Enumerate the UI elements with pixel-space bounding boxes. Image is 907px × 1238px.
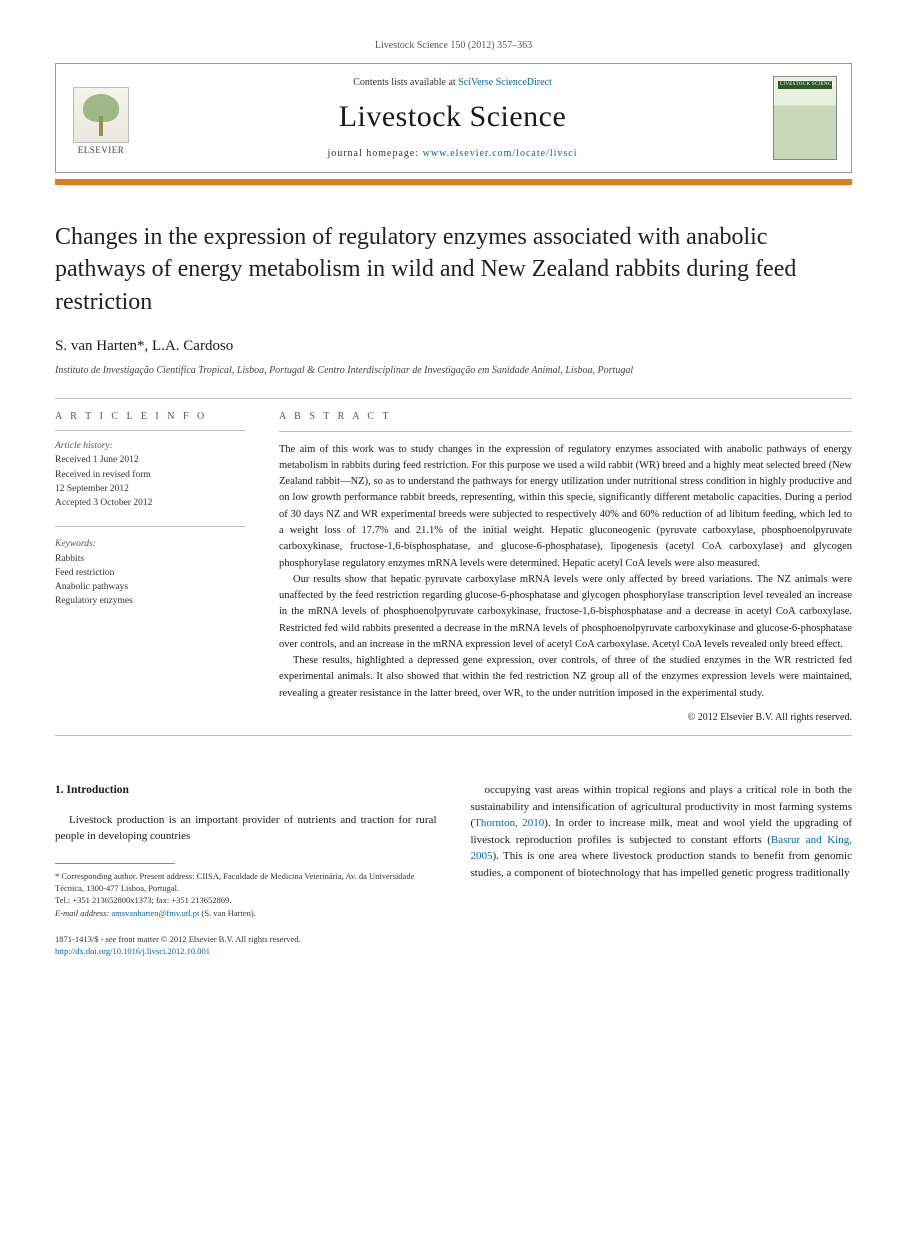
journal-homepage-line: journal homepage: www.elsevier.com/locat… — [146, 148, 759, 159]
article-title: Changes in the expression of regulatory … — [55, 221, 852, 318]
journal-header-box: ELSEVIER Contents lists available at Sci… — [55, 63, 852, 173]
section-heading-introduction: 1. Introduction — [55, 782, 437, 799]
article-info-heading: A R T I C L E I N F O — [55, 409, 245, 431]
intro-paragraph: occupying vast areas within tropical reg… — [471, 782, 853, 881]
journal-homepage-link[interactable]: www.elsevier.com/locate/livsci — [423, 148, 578, 159]
article-info-column: A R T I C L E I N F O Article history: R… — [55, 399, 245, 725]
elsevier-wordmark: ELSEVIER — [78, 145, 125, 155]
journal-name: Livestock Science — [146, 100, 759, 134]
footnote-rule — [55, 863, 175, 864]
divider — [55, 526, 245, 527]
doi-link[interactable]: http://dx.doi.org/10.1016/j.livsci.2012.… — [55, 946, 210, 956]
corresponding-author-footnote: * Corresponding author. Present address:… — [55, 870, 437, 919]
journal-reference: Livestock Science 150 (2012) 357–363 — [55, 40, 852, 51]
page-footer: 1871-1413/$ - see front matter © 2012 El… — [55, 933, 852, 958]
article-history-label: Article history: — [55, 439, 245, 453]
footnote-tel: Tel.: +351 213652800x1373; fax: +351 213… — [55, 894, 437, 906]
sciverse-link[interactable]: SciVerse ScienceDirect — [458, 77, 552, 88]
body-two-column: 1. Introduction Livestock production is … — [55, 782, 852, 919]
article-history-block: Article history: Received 1 June 2012 Re… — [55, 439, 245, 510]
right-body-column: occupying vast areas within tropical reg… — [471, 782, 853, 919]
keywords-label: Keywords: — [55, 537, 245, 551]
divider — [55, 735, 852, 736]
abstract-heading: A B S T R A C T — [279, 409, 852, 432]
abstract-column: A B S T R A C T The aim of this work was… — [279, 399, 852, 725]
footnote-email-link[interactable]: amsvanharten@fmv.utl.pt — [111, 908, 199, 918]
intro-paragraph: Livestock production is an important pro… — [55, 812, 437, 845]
header-center-block: Contents lists available at SciVerse Sci… — [146, 77, 759, 159]
abstract-paragraph: The aim of this work was to study change… — [279, 442, 852, 572]
received-date: Received 1 June 2012 — [55, 453, 245, 467]
homepage-prefix: journal homepage: — [327, 148, 422, 159]
keyword: Anabolic pathways — [55, 580, 245, 594]
journal-cover-label: LIVESTOCK SCIENCE — [780, 82, 835, 87]
revised-date-2: 12 September 2012 — [55, 482, 245, 496]
contents-available-line: Contents lists available at SciVerse Sci… — [146, 77, 759, 88]
keyword: Rabbits — [55, 552, 245, 566]
footnote-address: * Corresponding author. Present address:… — [55, 870, 437, 895]
contents-prefix: Contents lists available at — [353, 77, 458, 88]
accent-bar — [55, 179, 852, 185]
keyword: Regulatory enzymes — [55, 594, 245, 608]
intro-text-run: ). This is one area where livestock prod… — [471, 850, 853, 879]
journal-cover-thumbnail: LIVESTOCK SCIENCE — [773, 76, 837, 160]
author-list: S. van Harten*, L.A. Cardoso — [55, 338, 852, 355]
footnote-email-line: E-mail address: amsvanharten@fmv.utl.pt … — [55, 907, 437, 919]
left-body-column: 1. Introduction Livestock production is … — [55, 782, 437, 919]
abstract-copyright: © 2012 Elsevier B.V. All rights reserved… — [279, 710, 852, 726]
footnote-email-who: (S. van Harten). — [202, 908, 256, 918]
author-affiliation: Instituto de Investigação Científica Tro… — [55, 365, 852, 376]
keywords-block: Keywords: Rabbits Feed restriction Anabo… — [55, 537, 245, 608]
issn-line: 1871-1413/$ - see front matter © 2012 El… — [55, 933, 852, 945]
elsevier-logo: ELSEVIER — [70, 81, 132, 155]
abstract-paragraph: These results, highlighted a depressed g… — [279, 653, 852, 702]
elsevier-tree-icon — [73, 87, 129, 143]
citation-link[interactable]: Thornton, 2010 — [474, 817, 544, 829]
abstract-paragraph: Our results show that hepatic pyruvate c… — [279, 572, 852, 653]
keyword: Feed restriction — [55, 566, 245, 580]
accepted-date: Accepted 3 October 2012 — [55, 496, 245, 510]
revised-date-1: Received in revised form — [55, 468, 245, 482]
footnote-email-label: E-mail address: — [55, 908, 109, 918]
